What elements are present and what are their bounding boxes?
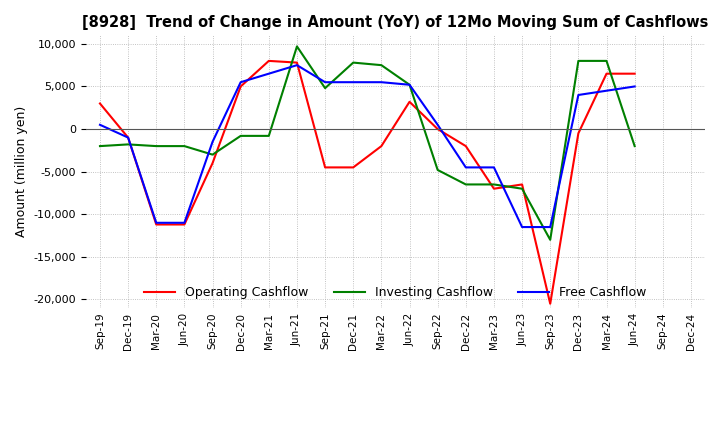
Free Cashflow <box>264 71 273 76</box>
Operating Cashflow <box>264 58 273 63</box>
Operating Cashflow <box>208 161 217 166</box>
Investing Cashflow <box>208 152 217 157</box>
Operating Cashflow <box>96 101 104 106</box>
Free Cashflow <box>180 220 189 225</box>
Investing Cashflow <box>490 182 498 187</box>
Operating Cashflow <box>124 135 132 140</box>
Operating Cashflow <box>180 222 189 227</box>
Line: Investing Cashflow: Investing Cashflow <box>100 46 634 240</box>
Investing Cashflow <box>180 143 189 149</box>
Operating Cashflow <box>602 71 611 76</box>
Free Cashflow <box>630 84 639 89</box>
Operating Cashflow <box>152 222 161 227</box>
Operating Cashflow <box>292 60 301 65</box>
Operating Cashflow <box>518 182 526 187</box>
Title: [8928]  Trend of Change in Amount (YoY) of 12Mo Moving Sum of Cashflows: [8928] Trend of Change in Amount (YoY) o… <box>82 15 708 30</box>
Free Cashflow <box>292 62 301 68</box>
Investing Cashflow <box>124 142 132 147</box>
Operating Cashflow <box>490 186 498 191</box>
Free Cashflow <box>574 92 582 98</box>
Operating Cashflow <box>433 126 442 132</box>
Free Cashflow <box>321 80 330 85</box>
Investing Cashflow <box>602 58 611 63</box>
Investing Cashflow <box>405 82 414 88</box>
Legend: Operating Cashflow, Investing Cashflow, Free Cashflow: Operating Cashflow, Investing Cashflow, … <box>139 282 652 304</box>
Free Cashflow <box>602 88 611 93</box>
Operating Cashflow <box>574 131 582 136</box>
Investing Cashflow <box>264 133 273 139</box>
Operating Cashflow <box>377 143 386 149</box>
Free Cashflow <box>546 224 554 230</box>
Free Cashflow <box>433 122 442 128</box>
Free Cashflow <box>208 139 217 144</box>
Investing Cashflow <box>518 186 526 191</box>
Investing Cashflow <box>236 133 245 139</box>
Investing Cashflow <box>349 60 358 65</box>
Line: Free Cashflow: Free Cashflow <box>100 65 634 227</box>
Investing Cashflow <box>377 62 386 68</box>
Free Cashflow <box>96 122 104 128</box>
Investing Cashflow <box>292 44 301 49</box>
Free Cashflow <box>152 220 161 225</box>
Operating Cashflow <box>236 84 245 89</box>
Investing Cashflow <box>96 143 104 149</box>
Free Cashflow <box>462 165 470 170</box>
Investing Cashflow <box>462 182 470 187</box>
Free Cashflow <box>236 80 245 85</box>
Operating Cashflow <box>630 71 639 76</box>
Investing Cashflow <box>433 167 442 172</box>
Operating Cashflow <box>546 301 554 306</box>
Free Cashflow <box>124 135 132 140</box>
Operating Cashflow <box>405 99 414 104</box>
Investing Cashflow <box>152 143 161 149</box>
Investing Cashflow <box>546 237 554 242</box>
Operating Cashflow <box>321 165 330 170</box>
Y-axis label: Amount (million yen): Amount (million yen) <box>15 106 28 237</box>
Operating Cashflow <box>462 143 470 149</box>
Free Cashflow <box>349 80 358 85</box>
Investing Cashflow <box>574 58 582 63</box>
Line: Operating Cashflow: Operating Cashflow <box>100 61 634 304</box>
Free Cashflow <box>490 165 498 170</box>
Free Cashflow <box>405 82 414 88</box>
Investing Cashflow <box>630 143 639 149</box>
Free Cashflow <box>377 80 386 85</box>
Operating Cashflow <box>349 165 358 170</box>
Investing Cashflow <box>321 85 330 91</box>
Free Cashflow <box>518 224 526 230</box>
